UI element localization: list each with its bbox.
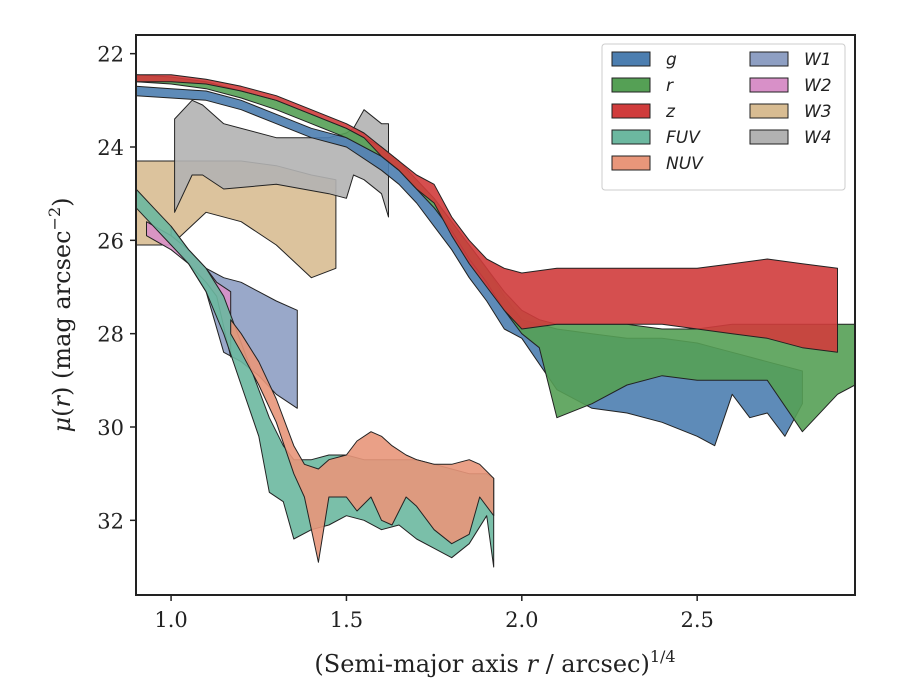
legend-swatch-fuv (611, 129, 651, 145)
legend-swatch-w3 (749, 103, 789, 119)
legend-swatch-nuv (611, 155, 651, 171)
legend-label-w1: W1 (804, 50, 832, 70)
x-tick-label: 1.0 (154, 608, 187, 632)
x-axis: 1.0 1.5 2.0 2.5 (154, 595, 714, 632)
band-w4 (174, 99, 389, 218)
legend-swatch-w1 (749, 51, 789, 67)
legend-label-nuv: NUV (666, 154, 704, 174)
x-tick-label: 1.5 (330, 608, 363, 632)
plot-frame (135, 34, 856, 596)
data-bands (135, 74, 856, 568)
legend-swatch-w4 (749, 129, 789, 145)
y-tick-label: 32 (97, 509, 124, 533)
legend-label-w3: W3 (804, 102, 832, 122)
legend-label-r: r (666, 76, 674, 96)
legend-swatch-w2 (749, 77, 789, 93)
legend-label-z: z (665, 102, 676, 122)
y-axis: 22 24 26 28 30 32 (97, 43, 136, 533)
y-tick-label: 26 (97, 229, 124, 253)
legend: grz FUV NUV W1 W2 W3 W4 (601, 43, 846, 191)
x-tick-label: 2.5 (680, 608, 713, 632)
x-tick-label: 2.0 (505, 608, 538, 632)
legend-swatch-z (611, 103, 651, 119)
legend-swatch-g (611, 51, 651, 67)
y-tick-label: 30 (97, 416, 124, 440)
band-nuv (230, 319, 495, 563)
legend-label-w4: W4 (804, 128, 832, 148)
y-tick-label: 28 (97, 323, 124, 347)
y-tick-label: 22 (97, 43, 124, 67)
y-tick-label: 24 (97, 136, 124, 160)
y-axis-label: μ(r) (mag arcsec−2) (45, 197, 76, 432)
legend-swatch-r (611, 77, 651, 93)
band-z (135, 74, 838, 353)
legend-label-fuv: FUV (666, 128, 701, 148)
x-axis-label: (Semi-major axis r / arcsec)1/4 (314, 647, 675, 678)
legend-label-g: g (666, 50, 677, 70)
legend-label-w2: W2 (804, 76, 832, 96)
